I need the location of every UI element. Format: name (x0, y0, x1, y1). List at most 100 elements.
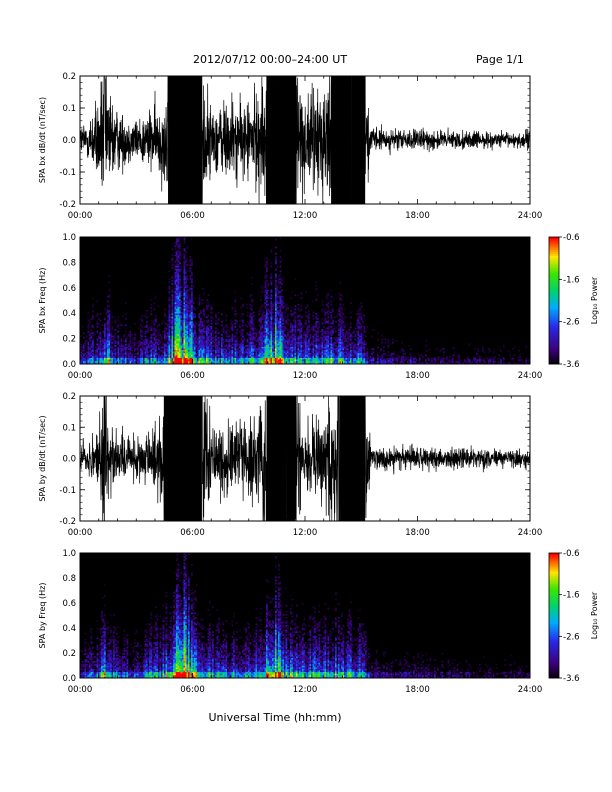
spectrogram-cell (179, 314, 181, 317)
spectrogram-cell (176, 278, 178, 281)
spectrogram-cell (201, 333, 204, 336)
spectrogram-cell (342, 357, 345, 360)
spectrogram-cell (279, 283, 282, 285)
spectrogram-cell (228, 351, 231, 354)
spectrogram-cell (264, 298, 267, 301)
spectrogram-cell (174, 297, 177, 300)
spectrogram-cell (237, 360, 240, 363)
spectrogram-cell (98, 337, 100, 339)
spectrogram-cell (347, 351, 349, 354)
spectrogram-cell (251, 305, 253, 308)
spectrogram-cell (197, 351, 199, 354)
spectrogram-cell (270, 362, 273, 365)
spectrogram-cell (339, 332, 342, 335)
spectrogram-cell (168, 354, 171, 357)
spectrogram-cell (327, 327, 330, 330)
spectrogram-cell (176, 267, 178, 270)
spectrogram-cell (158, 305, 160, 308)
spectrogram-cell (141, 344, 144, 347)
spectrogram-cell (266, 343, 268, 346)
spectrogram-cell (266, 308, 268, 311)
spectrogram-cell (276, 356, 279, 358)
spectrogram-cell (264, 311, 267, 314)
spectrogram-cell (227, 357, 229, 360)
spectrogram-cell (258, 324, 261, 327)
spectrogram-cell (338, 313, 340, 316)
spectrogram-cell (267, 348, 270, 351)
spectrogram-cell (269, 348, 271, 351)
spectrogram-cell (314, 349, 316, 352)
spectrogram-cell (278, 346, 280, 349)
spectrogram-cell (357, 362, 360, 365)
spectrogram-cell (249, 330, 252, 333)
spectrogram-cell (264, 279, 267, 282)
spectrogram-cell (144, 348, 147, 351)
spectrogram-cell (84, 343, 87, 346)
spectrogram-cell (173, 324, 175, 327)
spectrogram-cell (113, 360, 115, 363)
spectrogram-cell (197, 360, 199, 363)
spectrogram-cell (218, 349, 220, 352)
spectrogram-cell (315, 289, 318, 292)
spectrogram-cell (336, 346, 339, 349)
spectrogram-cell (143, 359, 145, 362)
spectrogram-cell (147, 346, 150, 349)
spectrogram-cell (327, 325, 330, 328)
spectrogram-cell (272, 357, 274, 360)
spectrogram-cell (251, 340, 253, 343)
spectrogram-cell (107, 349, 109, 352)
spectrogram-cell (183, 332, 186, 335)
spectrogram-cell (234, 322, 237, 325)
spectrogram-cell (158, 346, 160, 349)
spectrogram-cell (288, 356, 291, 358)
spectrogram-cell (335, 330, 337, 333)
spectrogram-cell (276, 324, 279, 327)
spectrogram-cell (299, 344, 301, 347)
spectrogram-cell (210, 337, 213, 339)
spectrogram-cell (341, 329, 343, 331)
spectrogram-cell (177, 240, 180, 243)
spectrogram-cell (344, 324, 346, 327)
spectrogram-cell (282, 305, 285, 308)
spectrogram-cell (174, 319, 177, 322)
spectrogram-cell (102, 357, 105, 360)
spectrogram-cell (176, 283, 178, 285)
spectrogram-cell (281, 338, 283, 341)
spectrogram-cell (189, 313, 192, 316)
spectrogram-cell (230, 319, 232, 322)
spectrogram-cell (248, 352, 250, 355)
spectrogram-cell (185, 257, 187, 260)
spectrogram-cell (344, 362, 346, 365)
spectrogram-cell (266, 325, 268, 328)
spectrogram-cell (219, 348, 222, 351)
spectrogram-cell (215, 327, 217, 330)
spectrogram-cell (270, 311, 273, 314)
spectrogram-cell (188, 321, 190, 324)
spectrogram-cell (297, 340, 300, 343)
spectrogram-cell (153, 332, 156, 335)
spectrogram-cell (107, 322, 109, 325)
spectrogram-cell (144, 343, 147, 346)
spectrogram-cell (174, 330, 177, 333)
spectrogram-cell (221, 349, 223, 352)
spectrogram-cell (291, 314, 294, 317)
spectrogram-cell (207, 300, 210, 303)
spectrogram-cell (83, 354, 85, 357)
spectrogram-cell (353, 349, 355, 352)
spectrogram-cell (278, 314, 280, 317)
spectrogram-cell (294, 329, 297, 331)
spectrogram-cell (153, 351, 156, 354)
spectrogram-cell (177, 332, 180, 335)
spectrogram-cell (276, 317, 279, 320)
spectrogram-cell (275, 349, 277, 352)
spectrogram-cell (264, 257, 267, 260)
spectrogram-cell (173, 344, 175, 347)
spectrogram-cell (186, 340, 189, 343)
spectrogram-cell (180, 317, 183, 320)
spectrogram-cell (168, 322, 171, 325)
spectrogram-cell (194, 297, 196, 300)
spectrogram-cell (185, 271, 187, 274)
spectrogram-cell (264, 260, 267, 263)
spectrogram-cell (282, 360, 285, 363)
spectrogram-cell (267, 310, 270, 312)
